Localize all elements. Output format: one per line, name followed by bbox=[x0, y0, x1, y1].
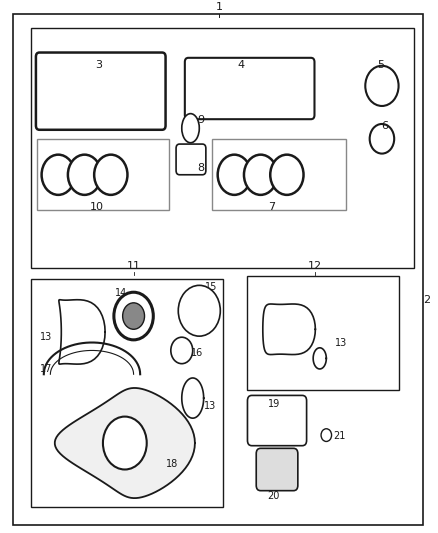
Text: 5: 5 bbox=[378, 60, 385, 70]
Circle shape bbox=[171, 337, 193, 364]
Text: 1: 1 bbox=[215, 2, 223, 12]
Text: 16: 16 bbox=[191, 348, 203, 358]
Text: 7: 7 bbox=[268, 203, 275, 212]
Text: 8: 8 bbox=[197, 163, 204, 173]
Circle shape bbox=[114, 292, 153, 340]
Text: 6: 6 bbox=[381, 121, 388, 131]
Text: 17: 17 bbox=[40, 364, 53, 374]
FancyBboxPatch shape bbox=[36, 53, 166, 130]
Polygon shape bbox=[55, 388, 195, 498]
Text: 9: 9 bbox=[197, 115, 204, 125]
Circle shape bbox=[270, 155, 304, 195]
FancyBboxPatch shape bbox=[256, 448, 298, 491]
Text: 13: 13 bbox=[40, 332, 53, 342]
Text: 4: 4 bbox=[237, 60, 244, 70]
Text: 13: 13 bbox=[204, 401, 216, 411]
Circle shape bbox=[244, 155, 277, 195]
FancyBboxPatch shape bbox=[31, 28, 414, 269]
FancyBboxPatch shape bbox=[37, 139, 169, 210]
FancyBboxPatch shape bbox=[185, 58, 314, 119]
Text: 20: 20 bbox=[268, 491, 280, 500]
Text: 13: 13 bbox=[335, 337, 347, 348]
Text: 19: 19 bbox=[268, 399, 280, 409]
Circle shape bbox=[123, 303, 145, 329]
Circle shape bbox=[218, 155, 251, 195]
Text: 11: 11 bbox=[127, 261, 141, 271]
Circle shape bbox=[42, 155, 75, 195]
Circle shape bbox=[94, 155, 127, 195]
Ellipse shape bbox=[182, 114, 199, 143]
FancyBboxPatch shape bbox=[176, 144, 206, 175]
Text: 12: 12 bbox=[308, 261, 322, 271]
Text: 21: 21 bbox=[333, 431, 345, 441]
FancyBboxPatch shape bbox=[13, 14, 423, 525]
Circle shape bbox=[370, 124, 394, 154]
Text: 15: 15 bbox=[205, 282, 217, 292]
FancyBboxPatch shape bbox=[31, 279, 223, 506]
Text: 10: 10 bbox=[89, 203, 103, 212]
Circle shape bbox=[178, 285, 220, 336]
Text: 14: 14 bbox=[115, 287, 127, 297]
Text: 2: 2 bbox=[423, 295, 430, 305]
Circle shape bbox=[103, 417, 147, 470]
Circle shape bbox=[321, 429, 332, 441]
Circle shape bbox=[365, 66, 399, 106]
Text: 18: 18 bbox=[166, 459, 179, 469]
Circle shape bbox=[68, 155, 101, 195]
Text: 3: 3 bbox=[95, 60, 102, 70]
FancyBboxPatch shape bbox=[247, 395, 307, 446]
FancyBboxPatch shape bbox=[247, 276, 399, 390]
FancyBboxPatch shape bbox=[212, 139, 346, 210]
